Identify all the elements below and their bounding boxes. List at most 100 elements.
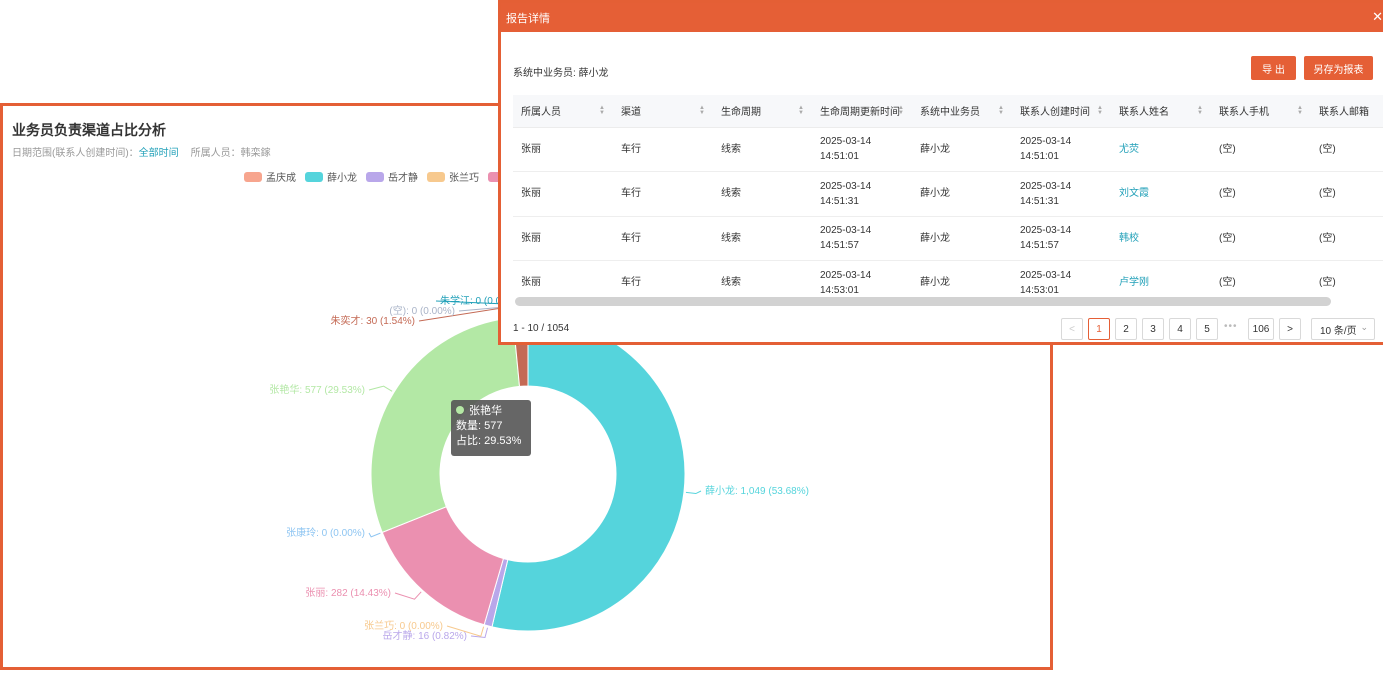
cell-text: 14:51:01	[820, 151, 859, 163]
tooltip-count-label: 数量:	[456, 420, 482, 432]
table-cell[interactable]: 卢学刚	[1111, 260, 1211, 295]
table-cell: 2025-03-14 14:53:01	[812, 260, 912, 295]
legend-item[interactable]: 薛小龙	[305, 169, 357, 184]
export-button[interactable]: 导 出	[1251, 56, 1296, 80]
table-row[interactable]: 张丽 车行 线索 2025-03-14 14:51:31 薛小龙 2025-03-14 14:…	[513, 171, 1383, 217]
cell-text: (空)	[1219, 143, 1236, 155]
cell-text: 14:51:31	[820, 195, 859, 207]
label-leader-line	[446, 625, 485, 637]
cell-text: 张丽	[521, 277, 541, 289]
sort-icon[interactable]: ▲ ▼	[1097, 105, 1103, 116]
sort-icon[interactable]: ▲ ▼	[599, 105, 605, 116]
column-header[interactable]: 系统中业务员 ▲ ▼	[912, 95, 1012, 128]
cell-text: (空)	[1319, 277, 1336, 289]
column-header[interactable]: 生命周期更新时间 ▲ ▼	[812, 95, 912, 128]
table-cell: 车行	[613, 260, 713, 295]
page-1-button[interactable]: 1	[1088, 318, 1110, 340]
column-header[interactable]: 生命周期 ▲ ▼	[713, 95, 812, 128]
column-header-label: 生命周期更新时间	[820, 107, 900, 119]
table-cell: (空)	[1311, 216, 1383, 261]
cell-text: 尤荧	[1119, 143, 1139, 155]
cell-text: (空)	[1319, 232, 1336, 244]
column-header[interactable]: 所属人员 ▲ ▼	[513, 95, 613, 128]
pie-slice[interactable]	[370, 317, 521, 534]
legend-swatch	[305, 171, 323, 182]
cell-text: 线索	[721, 188, 741, 200]
cell-text: 张丽	[521, 188, 541, 200]
sort-icon[interactable]: ▲ ▼	[798, 105, 804, 116]
cell-text: 卢学刚	[1119, 277, 1149, 289]
table-cell: 线索	[713, 260, 812, 295]
sort-icon[interactable]: ▲ ▼	[998, 105, 1004, 116]
pie-slice[interactable]	[491, 316, 686, 632]
cell-text: 线索	[721, 277, 741, 289]
table-row[interactable]: 张丽 车行 线索 2025-03-14 14:53:01 薛小龙 2025-03-14 14:…	[513, 260, 1383, 295]
table-cell: 线索	[713, 171, 812, 217]
slice-label: 张康玲: 0 (0.00%)	[286, 526, 365, 539]
column-header[interactable]: 联系人创建时间 ▲ ▼	[1012, 95, 1111, 128]
slice-label: (空): 0 (0.00%)	[389, 304, 455, 317]
cell-text: (空)	[1219, 277, 1236, 289]
table-cell[interactable]: 尤荧	[1111, 127, 1211, 172]
legend-item[interactable]: 岳才静	[366, 169, 418, 184]
report-detail-modal: 报告详情 ✕ 系统中业务员: 薛小龙 导 出 另存为报表 所属人员 ▲ ▼ 渠道 ▲ ▼ 生…	[498, 0, 1383, 345]
date-range-value[interactable]: 全部时间	[138, 148, 179, 159]
page-5-button[interactable]: 5	[1196, 318, 1218, 340]
cell-text: 张丽	[521, 232, 541, 244]
table-cell: (空)	[1211, 260, 1311, 295]
sort-icon[interactable]: ▲ ▼	[898, 105, 904, 116]
column-header[interactable]: 联系人邮箱▲▼	[1311, 95, 1383, 128]
cell-text: 14:51:01	[1020, 151, 1059, 163]
table-row[interactable]: 张丽 车行 线索 2025-03-14 14:51:01 薛小龙 2025-03-14 14:…	[513, 127, 1383, 172]
modal-title: 报告详情	[506, 13, 550, 25]
table-cell: (空)	[1211, 216, 1311, 261]
table-cell[interactable]: 韩校	[1111, 216, 1211, 261]
legend-item[interactable]: 张兰巧	[427, 169, 479, 184]
owner-value: 韩栾鎵	[240, 148, 271, 159]
sort-icon[interactable]: ▲ ▼	[699, 105, 705, 116]
next-page-button[interactable]: >	[1279, 318, 1301, 340]
slice-label: 朱学江: 0 (0.00	[440, 294, 507, 307]
sort-icon[interactable]: ▲ ▼	[1297, 105, 1303, 116]
legend-item[interactable]	[488, 169, 506, 184]
table-cell: 2025-03-14 14:51:01	[812, 127, 912, 172]
legend-swatch	[488, 171, 506, 182]
tooltip-name: 张艳华	[469, 405, 502, 417]
column-header[interactable]: 联系人姓名 ▲ ▼	[1111, 95, 1211, 128]
cell-text: 张丽	[521, 143, 541, 155]
table-cell: 车行	[613, 171, 713, 217]
cell-text: (空)	[1219, 232, 1236, 244]
column-header-label: 渠道	[621, 107, 641, 119]
legend-item[interactable]: 孟庆成	[244, 169, 296, 184]
column-header[interactable]: 联系人手机 ▲ ▼	[1211, 95, 1311, 128]
chevron-down-icon: ⌄	[1360, 322, 1368, 332]
label-leader-line	[368, 532, 381, 538]
table-cell: 2025-03-14 14:51:31	[1012, 171, 1111, 217]
sort-icon[interactable]: ▲ ▼	[1197, 105, 1203, 116]
save-as-report-button[interactable]: 另存为报表	[1304, 56, 1373, 80]
cell-text: 14:53:01	[1020, 284, 1059, 295]
page-3-button[interactable]: 3	[1142, 318, 1164, 340]
column-header[interactable]: 渠道 ▲ ▼	[613, 95, 713, 128]
cell-text: 薛小龙	[920, 188, 950, 200]
pagination-ellipsis[interactable]: •••	[1224, 321, 1238, 332]
last-page-button[interactable]: 106	[1248, 318, 1274, 340]
donut-chart: 薛小龙: 1,049 (53.68%) 岳才静: 16 (0.82%)张兰巧: 0…	[269, 294, 809, 642]
cell-text: 车行	[621, 277, 641, 289]
prev-page-button[interactable]: <	[1061, 318, 1083, 340]
page-2-button[interactable]: 2	[1115, 318, 1137, 340]
legend-swatch	[244, 171, 262, 182]
table-row[interactable]: 张丽 车行 线索 2025-03-14 14:51:57 薛小龙 2025-03-14 14:…	[513, 216, 1383, 261]
table-cell: 2025-03-14 14:51:57	[812, 216, 912, 261]
table-cell: 2025-03-14 14:51:31	[812, 171, 912, 217]
cell-text: 2025-03-14	[1020, 180, 1072, 192]
legend-swatch	[366, 171, 384, 182]
close-icon[interactable]: ✕	[1372, 9, 1383, 24]
table-cell: 2025-03-14 14:51:01	[1012, 127, 1111, 172]
table-cell: 薛小龙	[912, 127, 1012, 172]
table-cell[interactable]: 刘文霞	[1111, 171, 1211, 217]
slice-label: 朱奕才: 30 (1.54%)	[331, 314, 415, 327]
page-size-select[interactable]: 10 条/页 ⌄	[1311, 318, 1375, 340]
horizontal-scrollbar[interactable]	[515, 297, 1331, 306]
page-4-button[interactable]: 4	[1169, 318, 1191, 340]
